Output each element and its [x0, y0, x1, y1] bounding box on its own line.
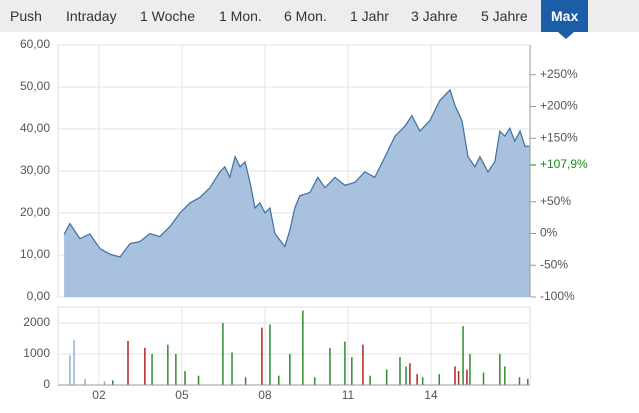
y2-tick-label: +200%: [540, 99, 578, 113]
y-tick-label: 50,00: [20, 79, 50, 93]
volume-bar: [244, 377, 247, 385]
volume-bar: [351, 357, 353, 385]
volume-bar: [222, 322, 224, 385]
volume-bar: [499, 353, 501, 385]
line: [63, 88, 530, 258]
volume-bar: [469, 353, 471, 385]
active-pointer: [558, 32, 574, 39]
tab[interactable]: Max: [541, 0, 589, 32]
x-tick-label: 14: [424, 388, 438, 402]
volume-bar: [454, 366, 456, 385]
volume-bar: [103, 381, 106, 385]
x-tick-label: 11: [342, 388, 355, 402]
volume-bar: [144, 347, 146, 385]
x-tick-label: 08: [258, 388, 272, 402]
volume-bar: [269, 324, 271, 385]
volume-bar: [409, 363, 411, 385]
volume-bar: [302, 310, 304, 385]
volume-bar: [167, 344, 169, 385]
tab[interactable]: 3 Jahre: [411, 8, 458, 24]
volume-bar: [231, 352, 233, 385]
volume-bar: [261, 327, 263, 385]
volume-bar: [482, 372, 485, 385]
y-tick-label: 1000: [23, 346, 50, 360]
volume-bar: [69, 355, 71, 385]
volume-bar: [385, 369, 388, 385]
tab[interactable]: Intraday: [66, 8, 117, 24]
y2-marker-label: +107,9%: [540, 157, 588, 171]
volume-bar: [518, 377, 521, 385]
volume-bar: [504, 366, 506, 385]
y-tick-label: 10,00: [20, 247, 50, 261]
volume-bar: [151, 353, 153, 385]
volume-bar: [73, 340, 75, 385]
volume-bar: [438, 374, 441, 385]
tab[interactable]: Push: [10, 8, 42, 24]
volume-bar: [112, 380, 114, 385]
volume-bar: [127, 340, 129, 385]
y2-tick-label: -50%: [540, 257, 568, 271]
y-tick-label: 0,00: [27, 289, 51, 303]
volume-bar: [344, 341, 346, 385]
x-tick-label: 02: [92, 388, 106, 402]
y-tick-label: 20,00: [20, 205, 50, 219]
volume-bar: [399, 357, 401, 385]
tab[interactable]: 1 Woche: [140, 8, 195, 24]
y2-tick-label: +250%: [540, 67, 578, 81]
x-tick-label: 05: [175, 388, 189, 402]
volume-bar: [416, 374, 418, 385]
volume-bar: [457, 371, 460, 385]
tab-bar: Push Intraday 1 Woche 1 Mon. 6 Mon. 1 Jahr 3 J…: [0, 0, 639, 32]
volume-bar: [369, 375, 371, 385]
volume-bar: [289, 353, 291, 385]
y2-tick-label: 0%: [540, 226, 558, 240]
volume-bar: [329, 347, 331, 385]
y-tick-label: 0: [43, 377, 50, 391]
y-tick-label: 2000: [23, 315, 50, 329]
tab[interactable]: 1 Jahr: [350, 8, 389, 24]
tab[interactable]: 6 Mon.: [284, 8, 327, 24]
volume-bar: [175, 353, 177, 385]
volume-bar: [314, 377, 316, 385]
volume-bar: [184, 371, 186, 385]
tab[interactable]: 1 Mon.: [219, 8, 262, 24]
volume-bar: [362, 344, 364, 385]
volume-bar: [197, 375, 200, 385]
y-tick-label: 60,00: [20, 37, 50, 51]
volume-bar: [462, 326, 464, 385]
y-tick-label: 40,00: [20, 121, 50, 135]
y2-tick-label: -100%: [540, 289, 575, 303]
volume-bar: [527, 378, 529, 385]
volume-bar: [421, 377, 424, 385]
volume-bar: [278, 375, 280, 385]
area: [64, 89, 530, 297]
y2-tick-label: +50%: [540, 194, 571, 208]
volume-bar: [84, 378, 86, 385]
tab[interactable]: 5 Jahre: [481, 8, 528, 24]
y-tick-label: 30,00: [20, 163, 50, 177]
y2-tick-label: +150%: [540, 130, 578, 144]
volume-bar: [466, 369, 468, 385]
volume-bar: [405, 366, 407, 385]
